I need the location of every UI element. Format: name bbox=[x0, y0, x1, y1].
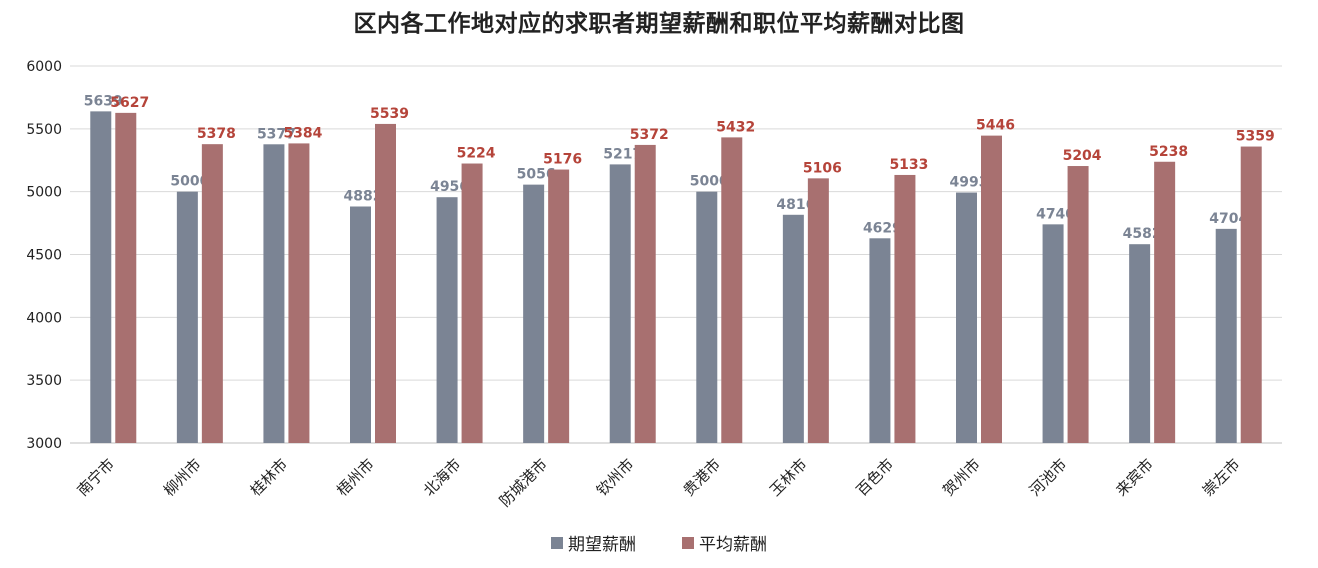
data-label-expected: 5217 bbox=[603, 146, 642, 162]
bar-average bbox=[807, 178, 829, 443]
bar-expected bbox=[523, 184, 545, 443]
y-tick-label: 5000 bbox=[26, 185, 62, 201]
bar-average bbox=[201, 144, 223, 443]
bar-average bbox=[894, 174, 916, 443]
x-category-label: 北海市 bbox=[420, 455, 465, 500]
bar-average bbox=[461, 163, 483, 443]
bar-expected bbox=[609, 164, 631, 443]
data-label-expected: 5639 bbox=[84, 93, 123, 109]
x-category-label: 贺州市 bbox=[939, 455, 984, 500]
bar-expected bbox=[869, 238, 891, 443]
data-label-expected: 5000 bbox=[690, 174, 729, 190]
legend-label-expected: 期望薪酬 bbox=[568, 535, 636, 555]
bar-average bbox=[1067, 166, 1089, 443]
legend-swatch-expected bbox=[551, 536, 563, 549]
legend: 期望薪酬 平均薪酬 bbox=[0, 530, 1318, 555]
y-tick-label: 4500 bbox=[26, 248, 62, 264]
data-label-average: 5627 bbox=[110, 95, 149, 111]
x-category-label: 南宁市 bbox=[74, 455, 119, 500]
bar-average bbox=[634, 144, 656, 443]
data-label-average: 5378 bbox=[197, 126, 236, 142]
data-label-expected: 4740 bbox=[1036, 206, 1075, 222]
data-label-expected: 4629 bbox=[863, 220, 902, 236]
data-label-expected: 5000 bbox=[170, 174, 209, 190]
data-label-expected: 4993 bbox=[950, 175, 989, 191]
data-label-expected: 5056 bbox=[517, 167, 556, 183]
data-label-expected: 4882 bbox=[344, 188, 383, 204]
data-label-average: 5204 bbox=[1063, 148, 1102, 164]
y-tick-label: 3500 bbox=[26, 373, 62, 389]
bar-average bbox=[548, 169, 570, 444]
data-label-average: 5238 bbox=[1149, 144, 1188, 160]
bar-expected bbox=[436, 197, 458, 443]
data-label-average: 5106 bbox=[803, 160, 842, 176]
x-category-label: 桂林市 bbox=[247, 455, 292, 500]
y-tick-label: 4000 bbox=[26, 310, 62, 326]
bar-average bbox=[288, 143, 310, 444]
bar-expected bbox=[696, 191, 718, 443]
data-label-average: 5539 bbox=[370, 106, 409, 122]
data-label-expected: 4704 bbox=[1209, 211, 1248, 227]
bar-average bbox=[981, 135, 1002, 444]
data-label-average: 5359 bbox=[1236, 129, 1275, 145]
bar-expected bbox=[782, 214, 804, 443]
data-label-expected: 4816 bbox=[776, 197, 815, 213]
bar-average bbox=[375, 123, 396, 443]
chart-title: 区内各工作地对应的求职者期望薪酬和职位平均薪酬对比图 bbox=[353, 11, 965, 37]
data-label-average: 5446 bbox=[976, 118, 1015, 134]
x-category-label: 玉林市 bbox=[766, 455, 811, 500]
bar-expected bbox=[956, 192, 977, 443]
legend-item-expected: 期望薪酬 bbox=[551, 530, 636, 555]
x-category-label: 崇左市 bbox=[1199, 455, 1244, 500]
x-category-label: 柳州市 bbox=[160, 455, 205, 500]
data-label-average: 5432 bbox=[716, 119, 755, 135]
data-label-average: 5224 bbox=[457, 146, 496, 162]
x-category-label: 百色市 bbox=[853, 455, 898, 500]
data-label-expected: 5377 bbox=[257, 126, 296, 142]
legend-item-average: 平均薪酬 bbox=[682, 530, 767, 555]
x-category-label: 河池市 bbox=[1026, 455, 1071, 500]
data-label-expected: 4956 bbox=[430, 179, 469, 195]
x-category-label: 钦州市 bbox=[593, 455, 638, 500]
bar-expected bbox=[1215, 228, 1237, 443]
bar-expected bbox=[176, 191, 198, 443]
bar-average bbox=[1240, 146, 1262, 443]
x-category-label: 来宾市 bbox=[1112, 455, 1157, 500]
data-label-expected: 4582 bbox=[1123, 226, 1162, 242]
data-label-average: 5176 bbox=[543, 152, 582, 168]
x-category-label: 防城港市 bbox=[496, 455, 551, 510]
bar-expected bbox=[1042, 224, 1064, 443]
y-tick-label: 3000 bbox=[26, 436, 62, 452]
bar-expected bbox=[90, 111, 112, 444]
data-label-average: 5372 bbox=[630, 127, 669, 143]
data-label-average: 5133 bbox=[889, 157, 928, 173]
legend-label-average: 平均薪酬 bbox=[699, 535, 767, 555]
bar-expected bbox=[1129, 244, 1151, 443]
bar-average bbox=[115, 112, 137, 444]
y-tick-label: 6000 bbox=[26, 59, 62, 75]
x-category-label: 贵港市 bbox=[680, 455, 725, 500]
data-label-average: 5384 bbox=[283, 125, 322, 141]
bar-average bbox=[1154, 161, 1176, 443]
bar-expected bbox=[263, 144, 285, 443]
x-category-label: 梧州市 bbox=[333, 455, 378, 500]
bar-expected bbox=[350, 206, 371, 443]
legend-swatch-average bbox=[682, 536, 694, 549]
bar-average bbox=[721, 137, 743, 443]
y-tick-label: 5500 bbox=[26, 122, 62, 138]
